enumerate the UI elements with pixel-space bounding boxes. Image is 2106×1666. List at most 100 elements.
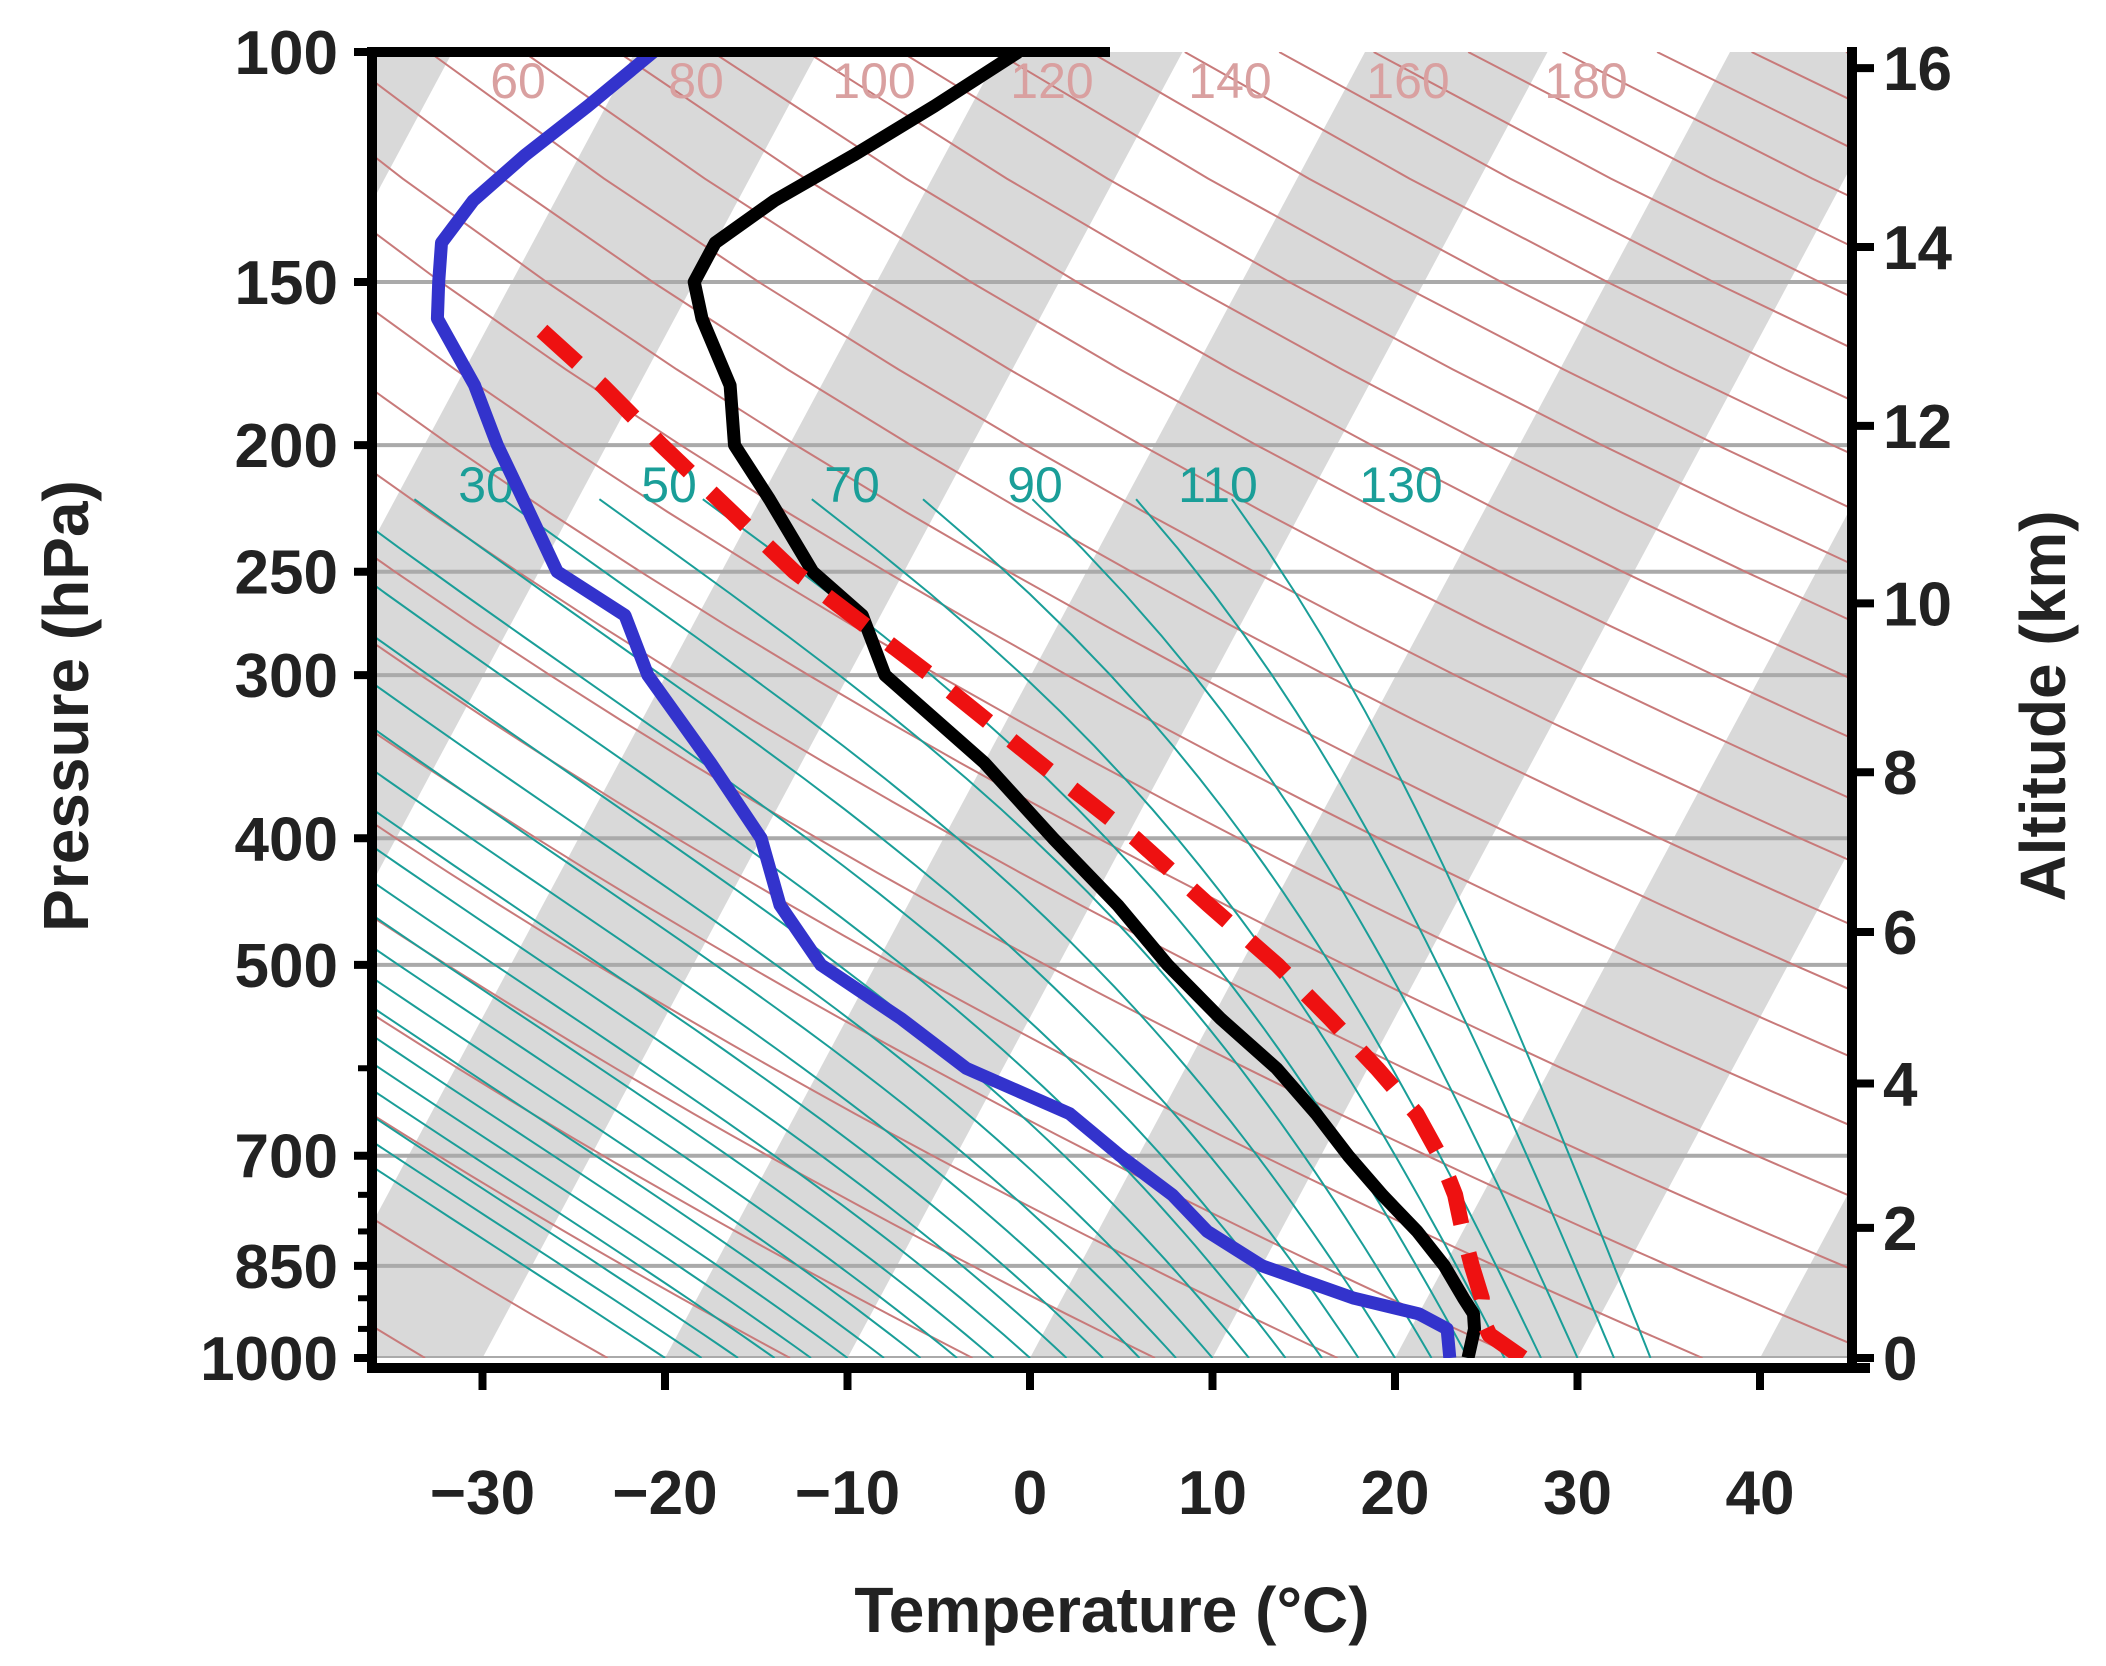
dry-adiabat [372,915,1156,1358]
x-tick-label: 0 [1013,1459,1047,1528]
moist-adiabat [372,1114,739,1358]
moist-adiabat [372,726,1177,1358]
isobar-lines [372,279,1852,1358]
moist-adiabat [372,1034,849,1358]
moist-adiabat [1031,498,1579,1358]
moist-adiabat [1135,498,1615,1358]
moist-adiabat [372,807,1104,1358]
y-tick-label: 500 [235,932,338,1001]
plot-frame [367,47,1870,1373]
moist-adiabat [372,582,1287,1358]
dry-adiabat [522,52,1852,801]
moist-adiabat [922,498,1542,1358]
moist-adiabat [372,1005,885,1358]
moist-adiabat [372,945,958,1358]
moist-adiabat-label: 110 [1178,457,1258,513]
dry-adiabat-label: 60 [490,53,546,109]
sounding-profiles [430,52,1528,1358]
dry-adiabat [372,821,1338,1358]
x-tick-label: 40 [1726,1459,1795,1528]
moist-adiabat [372,681,1214,1358]
x-tick-label: 30 [1543,1459,1612,1528]
y2-tick-label: 12 [1883,393,1952,462]
y2-axis-title: Altitude (km) [2007,510,2079,901]
moist-adiabat [502,498,1396,1358]
y-tick-label: 850 [235,1233,338,1302]
dry-adiabat-label: 180 [1544,53,1627,109]
moist-adiabat [372,1140,703,1358]
y-axis-title: Pressure (hPa) [30,480,102,932]
x-tick-label: 10 [1178,1459,1247,1528]
pressure-axis: 1000 850 700 500 400 300 250 200 150 100 [200,19,372,1394]
y2-tick-label: 4 [1883,1051,1918,1120]
dry-adiabat [617,52,1852,740]
dry-adiabat [372,1217,608,1358]
moist-adiabat [372,913,995,1358]
moist-adiabat [372,976,922,1358]
moist-adiabat [372,880,1031,1358]
y-tick-label: 400 [235,805,338,874]
moist-adiabat-lines [372,498,1652,1358]
y2-tick-label: 6 [1883,899,1917,968]
dry-adiabat-label: 80 [668,53,724,109]
y2-tick-label: 14 [1883,214,1952,283]
dry-adiabat-label: 140 [1188,53,1271,109]
isotherm-stripe [1395,505,1852,1358]
y2-tick-label: 0 [1883,1325,1917,1394]
moist-adiabat [598,498,1433,1358]
dry-adiabat-label: 100 [832,53,915,109]
y2-tick-label: 10 [1883,570,1952,639]
dewpoint-profile-line [430,52,1457,1358]
x-tick-label: −30 [430,1459,535,1528]
dry-adiabat [372,640,1703,1358]
dry-adiabat [711,52,1852,681]
y-tick-label: 300 [235,642,338,711]
y2-tick-label: 16 [1883,35,1952,104]
moist-adiabat [811,498,1506,1358]
y-tick-label: 1000 [200,1325,338,1394]
dry-adiabat [372,229,1852,1059]
isotherm-stripe [372,52,1183,1358]
dry-adiabat-label: 120 [1010,53,1093,109]
temperature-axis: −30 −20 −10 0 10 20 30 40 [430,1368,1795,1528]
dry-adiabat-label: 160 [1366,53,1449,109]
dry-adiabat [428,52,1852,863]
y-tick-label: 700 [235,1123,338,1192]
dry-adiabat [372,153,1852,992]
y-tick-label: 100 [235,19,338,88]
moist-adiabat [1230,498,1652,1358]
isotherm-stripe [372,52,453,203]
isotherm-stripe [665,52,1548,1358]
moist-adiabat [372,526,1323,1358]
dry-adiabat-lines [372,52,1852,1358]
moist-adiabat [372,1061,812,1358]
moist-adiabat-label: 90 [1007,457,1063,513]
y-tick-label: 200 [235,412,338,481]
x-tick-label: −10 [795,1459,900,1528]
y-tick-label: 150 [235,249,338,318]
temperature-profile-line [687,52,1481,1358]
dry-adiabat [372,729,1521,1358]
y2-tick-label: 2 [1883,1195,1917,1264]
x-tick-label: −20 [612,1459,717,1528]
moist-adiabat [372,768,1141,1358]
dry-adiabat [372,307,1852,1128]
dry-adiabat [372,554,1852,1346]
dry-adiabat [372,78,1852,927]
altitude-axis: 0 2 4 6 8 10 12 14 16 [1852,35,1952,1394]
dry-adiabat [372,388,1852,1198]
x-tick-label: 20 [1361,1459,1430,1528]
x-axis-title: Temperature (°C) [854,1574,1369,1646]
y2-tick-label: 8 [1883,739,1917,808]
moist-adiabat-label: 130 [1359,457,1442,513]
moist-adiabat [372,1088,776,1358]
dry-adiabat [806,52,1852,623]
moist-adiabat-label: 70 [824,457,880,513]
parcel-path-line [523,312,1528,1358]
moist-adiabat [372,844,1068,1358]
dry-adiabat [372,470,1852,1271]
moist-adiabat [372,1165,666,1358]
y-tick-label: 250 [235,539,338,608]
